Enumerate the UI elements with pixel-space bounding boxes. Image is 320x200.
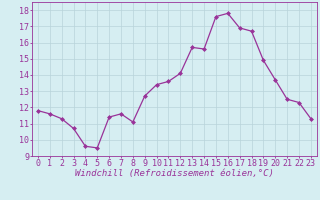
- X-axis label: Windchill (Refroidissement éolien,°C): Windchill (Refroidissement éolien,°C): [75, 169, 274, 178]
